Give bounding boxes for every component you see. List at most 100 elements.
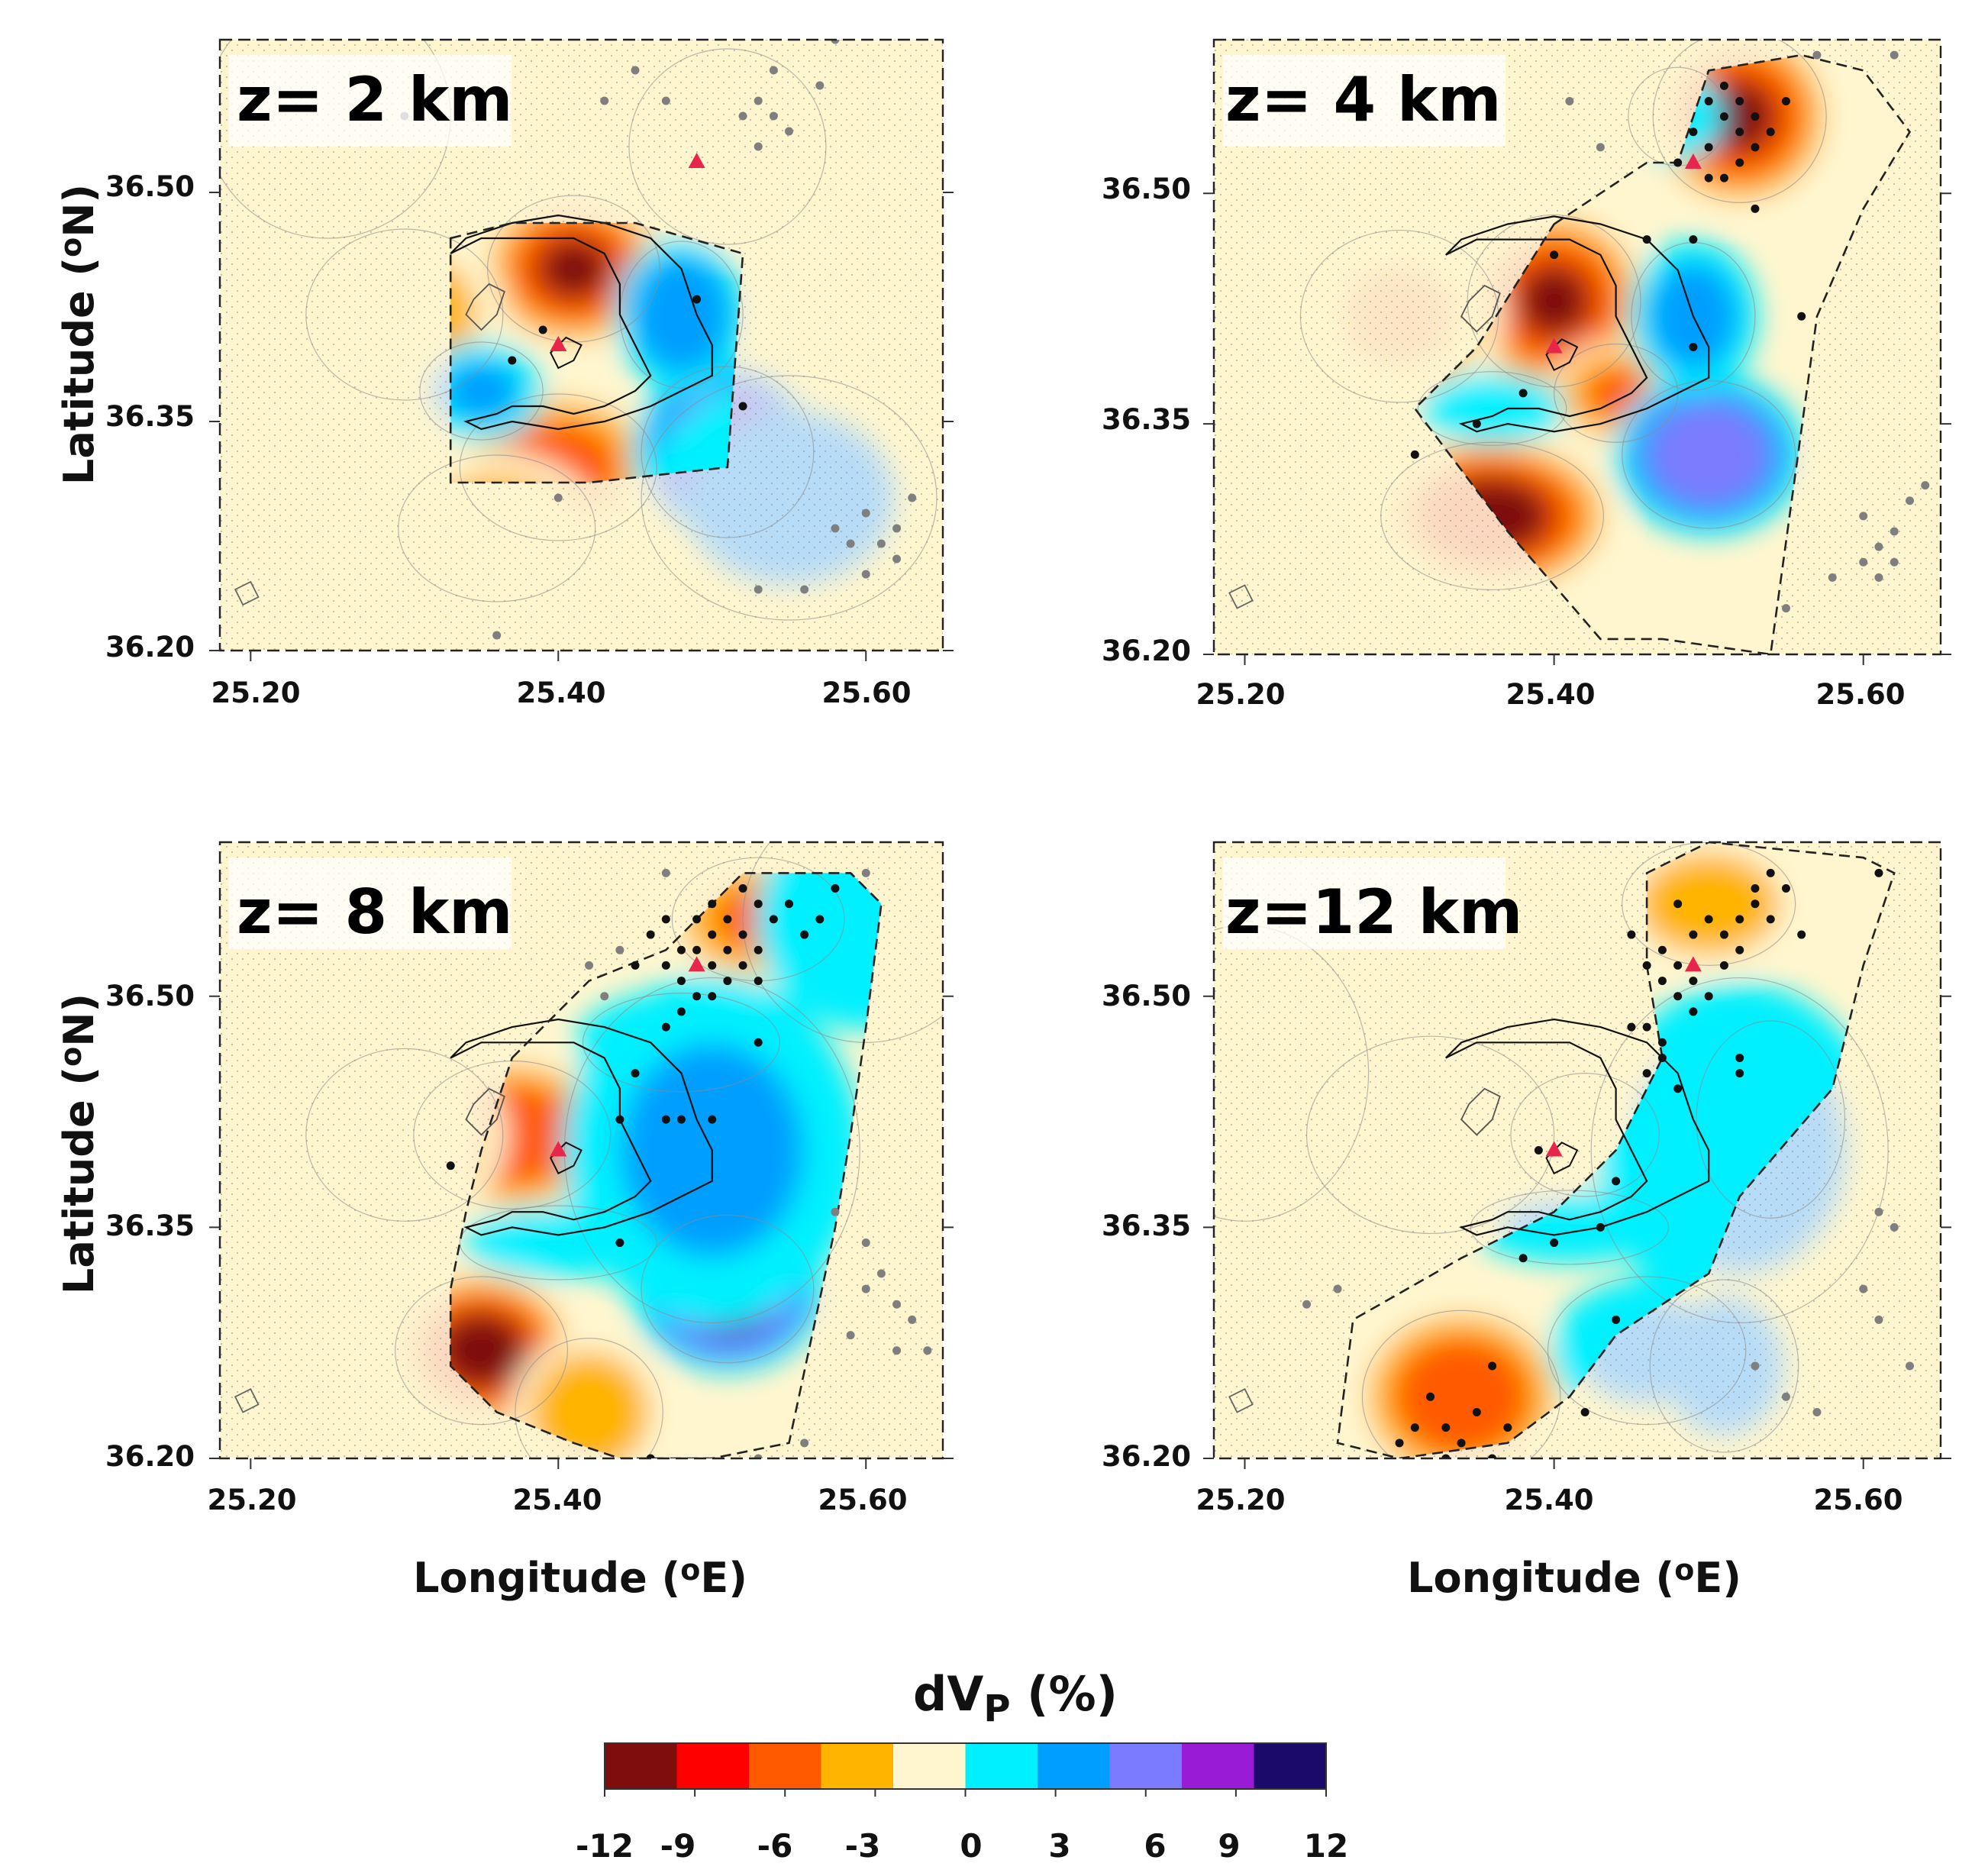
panel-3-event-black-18 [1657, 1053, 1667, 1062]
panel-1-volcano-0 [1545, 337, 1563, 354]
panel-1-event-black-14 [1781, 97, 1790, 105]
panel-3-event-black-36 [1612, 1315, 1621, 1324]
panel-3-event-black-35 [1518, 1254, 1528, 1263]
panel-3-event-black-17 [1657, 1038, 1667, 1047]
panel-z8-label: z= 8 km [237, 877, 513, 948]
panel-3-event-gray-2 [1751, 1361, 1760, 1371]
colorbar-tick-m6: -6 [757, 1827, 793, 1865]
panel-2-event-black-2 [692, 992, 702, 1001]
x-axis-label-right-tail: E) [1694, 1554, 1741, 1602]
panel-2-event-black-29 [631, 1069, 640, 1078]
panel-2-event-black-35 [446, 1161, 455, 1171]
panel-3-volcano-0 [1545, 1141, 1563, 1157]
panel-0-volcano-1 [688, 153, 705, 168]
panel-0-anomaly-1 [498, 422, 618, 483]
panel-1-event-gray-6 [1890, 527, 1899, 536]
panel-2-event-black-14 [738, 884, 747, 893]
panel-z12-x-ticks: 25.20 25.40 25.60 [1196, 1484, 1902, 1516]
panel-z2-ytick-36-50: 36.50 [105, 170, 195, 203]
panel-0-coastline-kameni [549, 336, 583, 370]
panel-2-event-black-22 [708, 992, 717, 1001]
panel-0-contour-4 [628, 48, 827, 245]
y-axis-label-top-text: Latitude ( [55, 257, 103, 485]
panel-0-event-black-4 [738, 402, 747, 411]
panel-2-anomaly-8 [463, 1206, 654, 1279]
panel-2-event-black-33 [708, 1115, 717, 1124]
panel-1-event-black-1 [1735, 128, 1744, 137]
colorbar-ticks: -12 -9 -6 -3 0 3 6 9 12 [576, 1827, 1348, 1865]
panel-z4-y-ticks: 36.50 36.35 36.20 [1102, 173, 1191, 667]
panel-z12-ytick-36-20: 36.20 [1102, 1440, 1191, 1473]
panel-z4-xtick-25-60: 25.60 [1815, 678, 1905, 711]
panel-0-label-box [229, 55, 512, 147]
panel-1-event-black-8 [1751, 143, 1760, 152]
panel-0-contour-1 [459, 393, 657, 541]
panel-1-event-gray-9 [1890, 557, 1899, 567]
panel-0-coastline-christiana [234, 580, 260, 606]
panel-1-contour-5 [1622, 380, 1796, 529]
panel-3-event-black-10 [1766, 915, 1775, 924]
panel-3-event-gray-4 [1890, 1222, 1899, 1232]
panel-2-contour-7 [563, 977, 860, 1324]
panel-1-coastline-thera [1460, 284, 1501, 333]
panel-0-event-gray-5 [754, 96, 763, 105]
panel-0-field [220, 40, 943, 651]
panel-1-anomaly-3 [1585, 368, 1648, 418]
panel-z8-ytick-36-50: 36.50 [105, 980, 195, 1012]
panel-2-event-black-4 [723, 945, 732, 954]
panel-0-event-gray-8 [785, 127, 794, 136]
colorbar-swatch-9 [1254, 1743, 1327, 1789]
panel-2-anomaly-1 [452, 1326, 511, 1376]
y-axis-label-top-tail: N) [55, 184, 103, 237]
panel-2-event-black-32 [676, 1115, 686, 1124]
panel-z8-map [209, 841, 954, 1469]
colorbar-title-text: dV [913, 1666, 983, 1722]
colorbar-swatch-8 [1182, 1743, 1254, 1789]
panel-2-event-gray-11 [923, 1346, 932, 1355]
panel-2-contour-3 [305, 1048, 504, 1222]
panel-2-event-black-21 [692, 945, 702, 954]
panel-1-event-black-12 [1735, 97, 1744, 105]
y-axis-label-top-sup: o [54, 237, 88, 257]
panel-2-event-black-37 [646, 1454, 655, 1458]
panel-2-frame [218, 841, 944, 1460]
panel-0-event-black-3 [692, 295, 702, 304]
panel-2-anomaly-9 [755, 873, 882, 1030]
panel-2-contour-5 [641, 1214, 815, 1364]
panel-0-resolved-field [450, 223, 744, 483]
panel-1-contour-1 [1467, 214, 1641, 388]
panel-1-coastline-christiana [1228, 584, 1254, 609]
colorbar-swatch-5 [965, 1743, 1038, 1789]
panel-2-event-black-26 [815, 915, 825, 924]
panel-0-event-gray-12 [553, 493, 563, 502]
panel-3-event-black-3 [1704, 992, 1713, 1001]
panel-3-contour-1 [1361, 1309, 1561, 1458]
panel-0-event-gray-11 [831, 40, 840, 44]
panel-1-event-gray-11 [1828, 573, 1837, 582]
panel-1-event-gray-4 [1859, 512, 1868, 521]
colorbar-swatches [604, 1742, 1327, 1797]
panel-1-event-black-20 [1689, 343, 1698, 351]
colorbar-swatch-6 [1038, 1743, 1110, 1789]
panel-0-event-gray-3 [661, 96, 670, 105]
panel-3-event-black-28 [1627, 1022, 1636, 1032]
colorbar-title-tail: (%) [1011, 1666, 1118, 1722]
x-axis-label-left-tail: E) [700, 1554, 747, 1602]
y-axis-label-bottom-sup: o [54, 1047, 88, 1067]
panel-2-contour-1 [395, 1276, 568, 1426]
panel-0-event-gray-15 [846, 539, 855, 548]
panel-2-event-gray-12 [831, 1207, 840, 1216]
panel-z8-xtick-25-40: 25.40 [512, 1484, 602, 1516]
panel-2-event-gray-0 [585, 961, 594, 970]
panel-z12-ytick-36-35: 36.35 [1102, 1209, 1191, 1242]
panel-3-event-black-11 [1735, 945, 1744, 954]
panel-z12-xtick-25-20: 25.20 [1196, 1484, 1285, 1516]
panel-1-event-black-0 [1719, 112, 1728, 121]
panel-2-event-black-15 [785, 899, 794, 909]
panel-0-event-gray-23 [800, 585, 809, 594]
panel-1-event-black-16 [1689, 235, 1698, 244]
panel-1-event-gray-13 [1874, 573, 1883, 582]
panel-1-anomaly-7 [1420, 373, 1564, 444]
panel-1-anomaly-5 [1649, 404, 1768, 505]
colorbar-title-sub: P [983, 1687, 1010, 1730]
